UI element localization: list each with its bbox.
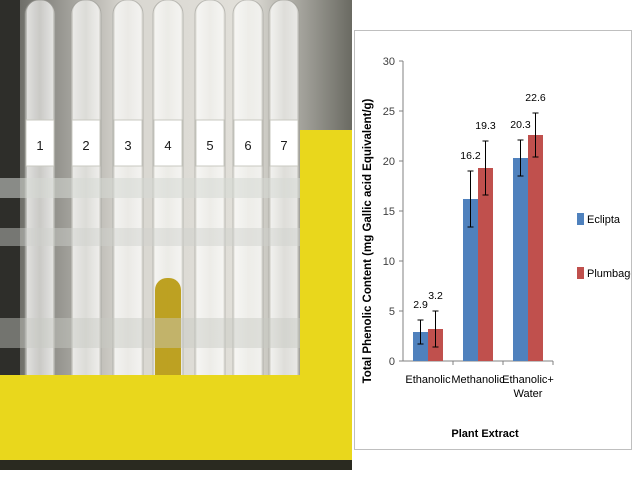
legend-swatch (577, 267, 584, 279)
test-tube-2: 2 (70, 0, 102, 441)
error-bar (467, 170, 474, 228)
x-tick-label: Methanolic (451, 374, 505, 386)
legend-item-eclipta: Eclipta (577, 213, 621, 226)
tube-label-tag (195, 119, 225, 167)
legend-swatch (577, 213, 584, 225)
chart-axes: 0 5 10 15 20 25 30 Ethanolic MethanolicEthanolic… (383, 56, 554, 400)
bar-eclipta-3 (513, 158, 528, 361)
chart-bars (413, 112, 543, 361)
photo-dark-edge (0, 0, 20, 470)
legend-label: Eclipta (587, 214, 621, 226)
test-tube-4: 4 (152, 0, 184, 441)
rack-side-panel (300, 130, 352, 390)
bar-eclipta-1 (413, 332, 428, 361)
data-label: 16.2 (460, 150, 481, 162)
y-tick-label: 10 (383, 256, 395, 268)
tube-label-text: 5 (206, 138, 213, 153)
error-bar (517, 139, 524, 177)
test-tube-1: 1 (24, 0, 56, 441)
test-tube-photo-illustration: 1 2 3 4 5 6 7 (0, 0, 352, 470)
data-label: 19.3 (475, 120, 496, 132)
chart-data-labels: 2.93.2 16.2 19.3 20.3 22.6 (413, 92, 546, 311)
rack-top-shelf (0, 178, 352, 198)
rack-base (0, 375, 352, 470)
tube-label-tag (25, 119, 55, 167)
legend-item-plumbago: Plumbago (577, 267, 637, 280)
chart-panel: 0 5 10 15 20 25 30 Ethanolic Methanolic Ethanolic… (354, 30, 637, 450)
rack-shadow (0, 460, 352, 470)
tube-highlight (271, 0, 297, 440)
error-bar (432, 310, 439, 348)
rack-lower-shelf (0, 318, 352, 348)
error-bar (482, 140, 489, 196)
error-bar (417, 319, 424, 345)
test-tube-6: 6 (232, 0, 264, 441)
tube-label-text: 6 (244, 138, 251, 153)
y-tick-label: 15 (383, 206, 395, 218)
test-tube-5: 5 (194, 0, 226, 441)
tube-highlight (235, 0, 261, 440)
test-tube-7: 7 (268, 0, 300, 441)
tube-label-text: 7 (280, 138, 287, 153)
tube-highlight (115, 0, 141, 440)
phenolic-content-chart: 0 5 10 15 20 25 30 Ethanolic MethanolicEthanolic… (362, 56, 637, 440)
data-label: 22.6 (525, 92, 546, 104)
tube-label-text: 2 (82, 138, 89, 153)
data-label: 2.9 (413, 299, 428, 311)
tube-label-tag (233, 119, 263, 167)
tube-label-tag (71, 119, 101, 167)
bar-plumbago-3 (528, 135, 543, 361)
bar-eclipta-2 (463, 199, 478, 361)
test-tube-photo: 1 2 3 4 5 6 7 (0, 0, 352, 470)
tube-label-text: 4 (164, 138, 171, 153)
data-label: 20.3 (510, 119, 531, 131)
x-tick-label: Ethanolic+ Water (502, 374, 554, 400)
chart-legend: Eclipta Plumbago (577, 213, 637, 280)
tube-label-text: 3 (124, 138, 131, 153)
x-tick-label: Ethanolic (405, 374, 451, 386)
legend-label: Plumbago (587, 268, 631, 280)
tube-highlight (27, 0, 53, 440)
tube-label-tag (113, 119, 143, 167)
y-tick-label: 0 (389, 356, 395, 368)
rack-middle-shelf (0, 228, 352, 246)
y-axis-title: Total Phenolic Content (mg Gallic acid E… (362, 98, 374, 383)
y-tick-label: 20 (383, 156, 395, 168)
x-axis-title: Plant Extract (451, 428, 519, 440)
bar-plumbago-2 (478, 168, 493, 361)
tube-highlight (197, 0, 223, 440)
tube-label-text: 1 (36, 138, 43, 153)
y-tick-label: 25 (383, 106, 395, 118)
tube-label-tag (153, 119, 183, 167)
test-tube-3: 3 (112, 0, 144, 441)
data-label: 3.2 (428, 290, 443, 302)
y-tick-label: 30 (383, 56, 395, 68)
tube-highlight (73, 0, 99, 440)
y-tick-label: 5 (389, 306, 395, 318)
tube-label-tag (269, 119, 299, 167)
error-bar (532, 112, 539, 158)
